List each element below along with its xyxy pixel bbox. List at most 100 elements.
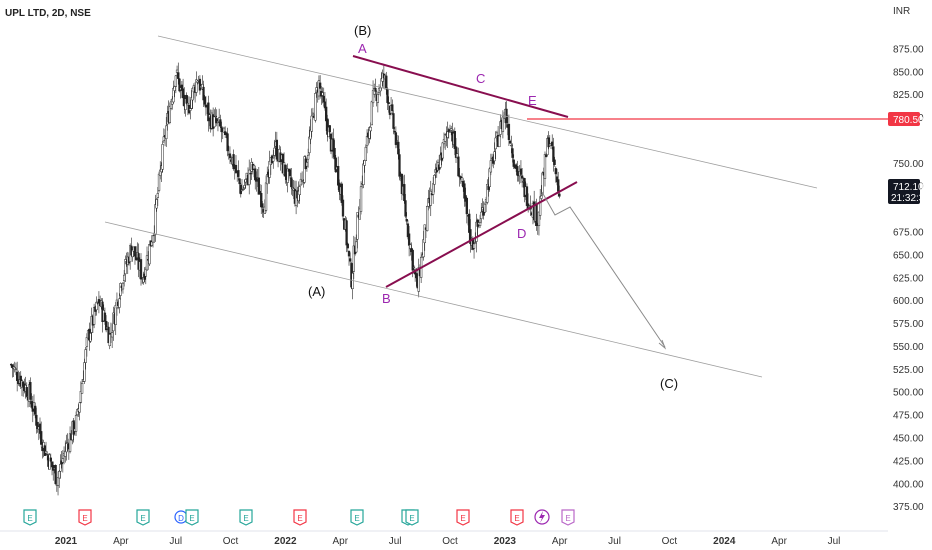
candle [156, 187, 159, 207]
candle [469, 219, 472, 253]
candle [392, 110, 395, 135]
event-marker[interactable]: E [23, 509, 37, 526]
triangle-lower-line[interactable] [385, 181, 578, 288]
candle [255, 171, 258, 192]
candle [85, 333, 89, 357]
candle [222, 126, 226, 133]
candle [190, 90, 193, 110]
candle [333, 140, 336, 170]
candle [148, 244, 151, 266]
y-tick-label: 675.00 [893, 228, 924, 239]
candle [356, 212, 359, 249]
channel-upper-line[interactable] [157, 35, 818, 189]
candle [453, 127, 456, 156]
event-marker[interactable]: E [136, 509, 150, 526]
candle [103, 307, 107, 325]
candle [406, 220, 410, 240]
candle [195, 71, 198, 97]
candle [432, 177, 435, 204]
candle [243, 179, 246, 190]
channel-lower-line[interactable] [104, 221, 763, 378]
candle [554, 166, 557, 183]
candle [240, 178, 244, 192]
candle [516, 160, 519, 182]
svg-text:E: E [140, 514, 145, 523]
event-marker[interactable]: E [78, 509, 92, 526]
candle [394, 126, 398, 149]
candle [478, 214, 482, 228]
candle [540, 185, 543, 201]
future-earnings-marker[interactable]: E [561, 509, 575, 526]
x-tick-label: Jul [828, 536, 841, 547]
candle [42, 439, 45, 458]
candle [228, 146, 232, 164]
candle [202, 80, 205, 108]
candle [368, 126, 371, 144]
candle [486, 179, 489, 205]
candle [512, 154, 515, 170]
dividend-event-icon[interactable] [534, 509, 550, 525]
event-marker[interactable]: E [456, 509, 470, 526]
candle [349, 252, 352, 264]
candle [139, 253, 143, 286]
candle [181, 78, 185, 106]
y-tick-label: 375.00 [893, 502, 924, 513]
candle [537, 211, 541, 236]
x-tick-label: Apr [771, 536, 787, 547]
candle [191, 86, 194, 109]
wave-label-a: A [358, 41, 367, 56]
candle [328, 125, 331, 139]
candle [284, 164, 287, 184]
candle [169, 99, 173, 111]
candle [299, 172, 303, 186]
event-marker[interactable]: E [350, 509, 364, 526]
candle [487, 177, 490, 197]
candle [387, 96, 390, 113]
candle [318, 75, 322, 99]
candle [363, 159, 366, 173]
candle [306, 148, 310, 168]
candle [38, 417, 42, 439]
y-tick-label: 400.00 [893, 479, 924, 490]
candle [525, 183, 529, 209]
candle [257, 166, 260, 195]
candle [362, 160, 365, 189]
candle [275, 131, 279, 162]
event-markers: EEEDEEEEEEEEE [23, 509, 575, 526]
candle [11, 364, 14, 378]
candle [460, 173, 464, 187]
candle [59, 454, 62, 479]
x-tick-label: 2021 [55, 536, 78, 547]
y-tick-label: 525.00 [893, 365, 924, 376]
candle [345, 217, 348, 253]
event-marker[interactable]: E [185, 509, 199, 526]
candle [44, 441, 48, 455]
candle [398, 148, 401, 181]
candle [162, 128, 165, 144]
event-marker[interactable]: E [239, 509, 253, 526]
event-marker[interactable]: D [174, 510, 188, 524]
projection-path[interactable] [541, 191, 666, 348]
candle [379, 86, 382, 97]
candle [369, 122, 372, 140]
candle [310, 108, 313, 138]
event-marker[interactable]: E [405, 509, 419, 526]
candle [376, 91, 380, 113]
candle [48, 453, 51, 470]
candle [358, 198, 361, 220]
event-marker[interactable]: E [510, 509, 524, 526]
wave-label-e: E [528, 93, 537, 108]
candle [66, 433, 69, 452]
triangle-upper-line[interactable] [352, 55, 569, 118]
candle [365, 129, 369, 154]
candle [359, 181, 363, 215]
x-tick-label: 2022 [274, 536, 297, 547]
candle [144, 266, 147, 285]
candle [36, 421, 39, 433]
candle [16, 361, 19, 392]
candle [30, 393, 33, 409]
candle [403, 174, 406, 204]
event-marker[interactable]: E [293, 509, 307, 526]
candle [465, 196, 468, 224]
